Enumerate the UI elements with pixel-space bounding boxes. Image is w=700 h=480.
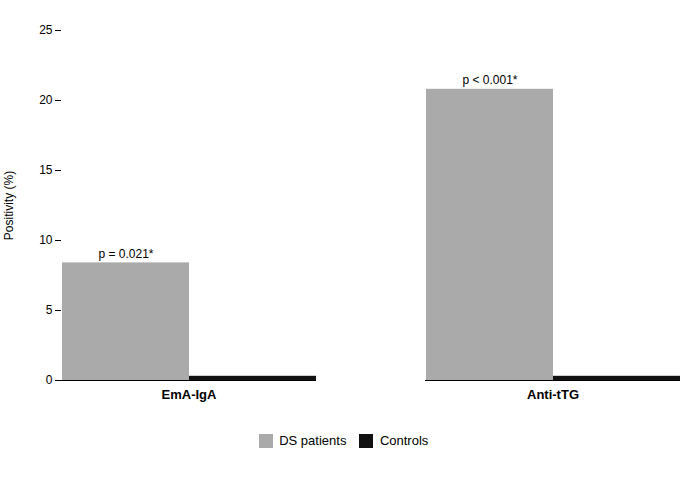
svg-text:EmA-IgA: EmA-IgA (162, 387, 218, 402)
svg-text:10: 10 (39, 233, 53, 247)
svg-text:p = 0.021*: p = 0.021* (98, 247, 153, 261)
svg-text:Positivity (%): Positivity (%) (2, 171, 16, 240)
svg-text:p < 0.001*: p < 0.001* (462, 73, 517, 87)
svg-text:Anti-tTG: Anti-tTG (527, 387, 579, 402)
html-text:DS patients: DS patients (279, 433, 347, 448)
svg-text:20: 20 (39, 93, 53, 107)
html-text:Controls: Controls (379, 433, 429, 448)
svg-text:25: 25 (39, 23, 53, 37)
svg-text:0: 0 (46, 373, 53, 387)
svg-text:5: 5 (46, 303, 53, 317)
svg-text:15: 15 (39, 163, 53, 177)
